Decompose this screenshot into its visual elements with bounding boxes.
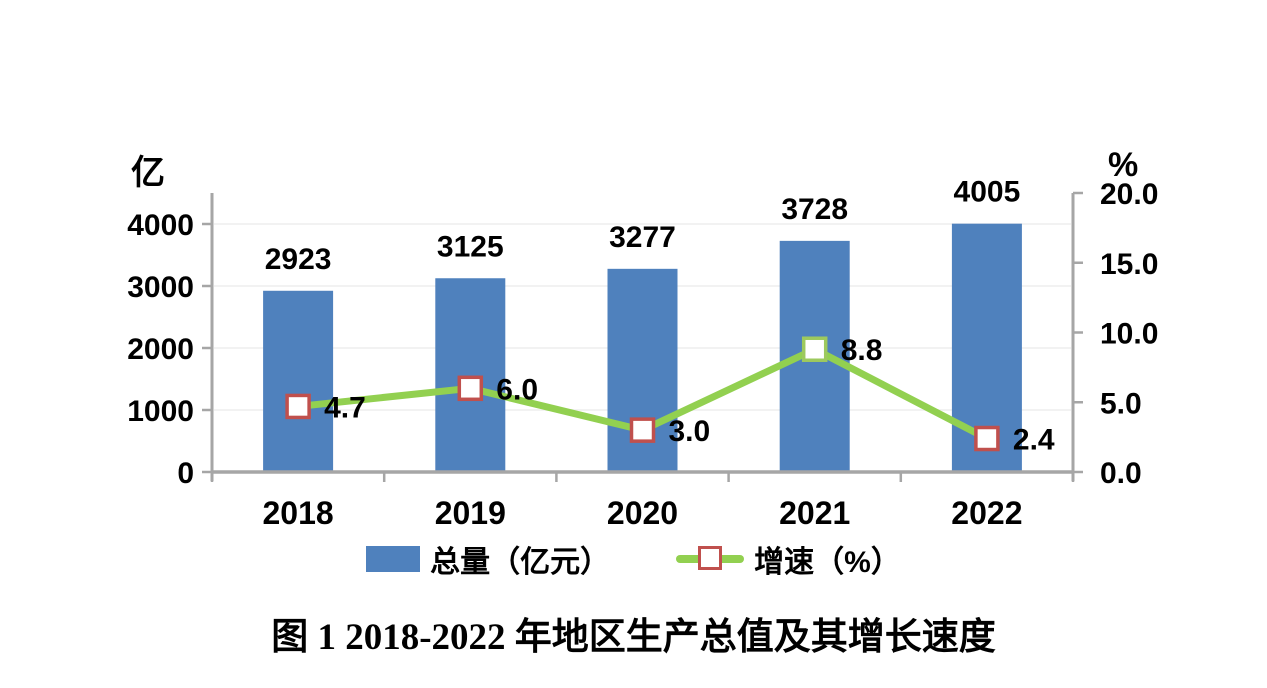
left-axis-tick-label: 4000 — [127, 209, 194, 242]
bar-value-label: 3125 — [437, 230, 504, 263]
bar-value-label: 3277 — [609, 221, 676, 254]
growth-value-label: 4.7 — [324, 391, 366, 424]
legend-label-growth: 增速（%） — [754, 546, 901, 579]
legend-item-total: 总量（亿元） — [366, 537, 610, 581]
combo-chart-svg: 亿 % 0 1000 2000 3000 4000 0.0 5.0 10.0 15.0 20.0 2… — [127, 146, 1158, 531]
left-axis-tick-label: 1000 — [127, 395, 194, 428]
growth-marker — [629, 417, 656, 443]
left-axis-tick-label: 3000 — [127, 271, 194, 304]
right-axis-tick-label: 0.0 — [1100, 457, 1142, 490]
x-axis-year-label: 2019 — [435, 495, 506, 531]
growth-marker — [974, 425, 1000, 452]
growth-value-label: 6.0 — [496, 373, 538, 406]
plot-area: 0 1000 2000 3000 4000 0.0 5.0 10.0 15.0 20.0 2018 2… — [127, 176, 1158, 531]
x-axis-year-label: 2022 — [951, 495, 1022, 531]
left-axis-unit-label: 亿 — [131, 154, 165, 192]
legend-item-growth: 增速（%） — [676, 537, 901, 581]
bar-value-label: 2923 — [265, 243, 332, 276]
left-axis-tick-label: 2000 — [127, 333, 194, 366]
bar-value-label: 3728 — [781, 193, 848, 226]
right-axis-tick-label: 20.0 — [1100, 178, 1158, 211]
bar — [435, 278, 506, 472]
legend-label-total: 总量（亿元） — [430, 546, 611, 579]
left-axis-tick-label: 0 — [177, 457, 194, 490]
x-axis-year-label: 2021 — [779, 495, 850, 531]
chart-legend: 总量（亿元） 增速（%） — [0, 538, 1267, 580]
bar-series-swatch-icon — [366, 546, 421, 572]
figure-title: 图 1 2018-2022 年地区生产总值及其增长速度 — [271, 617, 996, 658]
x-axis-year-label: 2018 — [263, 495, 334, 531]
growth-value-label: 3.0 — [669, 415, 711, 448]
growth-value-label: 2.4 — [1013, 424, 1055, 457]
bar-value-label: 4005 — [954, 176, 1021, 209]
growth-marker — [801, 336, 828, 362]
x-axis-year-label: 2020 — [607, 495, 678, 531]
growth-value-label: 8.8 — [841, 334, 883, 367]
line-swatch-marker — [698, 546, 723, 570]
growth-marker — [457, 375, 484, 402]
right-axis-tick-label: 10.0 — [1100, 318, 1158, 351]
right-axis-tick-label: 5.0 — [1100, 387, 1142, 420]
growth-marker — [285, 393, 311, 420]
right-axis-tick-label: 15.0 — [1100, 248, 1158, 281]
bar — [263, 290, 334, 472]
line-series-swatch-icon — [676, 545, 745, 573]
right-axis-unit-label: % — [1108, 146, 1138, 184]
